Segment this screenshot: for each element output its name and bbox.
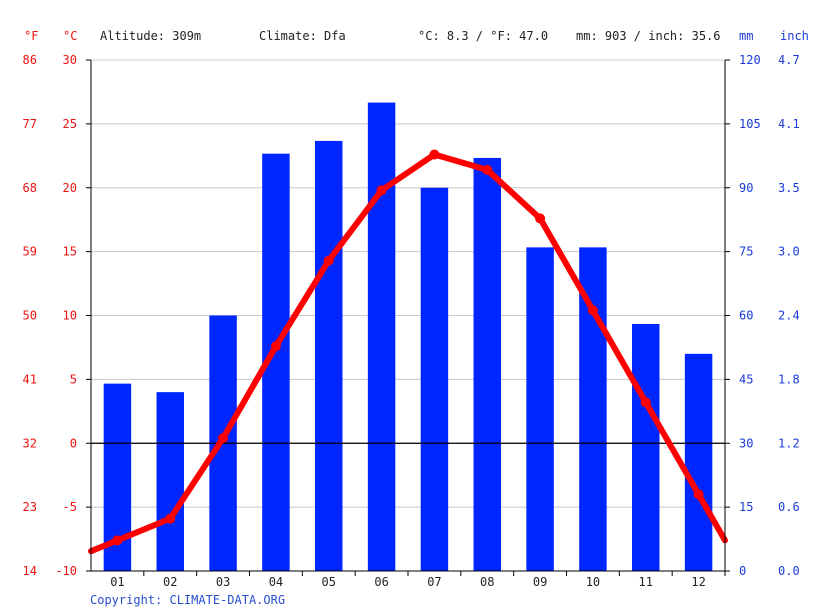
temperature-point [535, 213, 546, 224]
month-tick-label: 01 [110, 575, 124, 589]
inch-unit-label: inch [780, 29, 809, 43]
fahrenheit-tick-label: 32 [23, 436, 37, 450]
temperature-line [88, 149, 728, 555]
precipitation-bar [420, 187, 449, 571]
mm-tick-label: 90 [739, 181, 753, 195]
temperature-point [270, 341, 281, 352]
left-axis-ticks: 86 30 77 25 68 20 59 15 50 10 41 5 32 0 23 -5 14 -10 [23, 53, 91, 578]
copyright-label: Copyright: CLIMATE-DATA.ORG [90, 593, 285, 607]
precipitation-bar [315, 140, 343, 572]
celsius-tick-label: -10 [55, 564, 77, 578]
precipitation-bar [632, 324, 660, 571]
temperature-point [587, 305, 598, 316]
mm-tick-label: 120 [739, 53, 761, 67]
precipitation-total-label: mm: 903 / inch: 35.6 [576, 29, 721, 43]
temperature-point [112, 535, 123, 546]
precipitation-bar [473, 157, 501, 572]
mm-tick-label: 30 [739, 436, 753, 450]
temperature-point [376, 185, 387, 196]
temperature-point [323, 255, 334, 266]
fahrenheit-tick-label: 41 [23, 372, 37, 386]
inch-tick-label: 0.6 [778, 500, 800, 514]
month-tick-label: 02 [163, 575, 177, 589]
month-tick-label: 04 [269, 575, 283, 589]
fahrenheit-tick-label: 50 [23, 309, 37, 323]
month-tick-label: 05 [322, 575, 336, 589]
fahrenheit-tick-label: 14 [23, 564, 37, 578]
fahrenheit-tick-label: 77 [23, 117, 37, 131]
celsius-tick-label: 30 [63, 53, 77, 67]
temperature-point [429, 149, 440, 160]
climate-label: Climate: Dfa [259, 29, 346, 43]
month-tick-label: 09 [533, 575, 547, 589]
temperature-series-line [88, 151, 728, 555]
mm-tick-label: 45 [739, 372, 753, 386]
mm-tick-label: 15 [739, 500, 753, 514]
inch-tick-label: 1.2 [778, 436, 800, 450]
x-axis-ticks: 01 02 03 04 05 06 07 08 09 10 11 12 [110, 571, 726, 589]
mm-tick-label: 60 [739, 309, 753, 323]
temperature-point [482, 164, 493, 175]
right-axis-ticks: 120 4.7 105 4.1 90 3.5 75 3.0 60 2.4 45 1.8 30 1.2 15 0… [725, 53, 800, 578]
inch-tick-label: 3.0 [778, 245, 800, 259]
month-tick-label: 07 [427, 575, 441, 589]
inch-tick-label: 0.0 [778, 564, 800, 578]
temperature-point [218, 433, 229, 444]
month-tick-label: 11 [639, 575, 653, 589]
fahrenheit-tick-label: 68 [23, 181, 37, 195]
inch-tick-label: 4.1 [778, 117, 800, 131]
inch-tick-label: 3.5 [778, 181, 800, 195]
inch-tick-label: 4.7 [778, 53, 800, 67]
precipitation-bar [156, 392, 184, 571]
celsius-tick-label: 15 [63, 245, 77, 259]
mm-tick-label: 105 [739, 117, 761, 131]
altitude-label: Altitude: 309m [100, 29, 201, 43]
mm-tick-label: 75 [739, 245, 753, 259]
celsius-tick-label: 5 [70, 372, 77, 386]
month-tick-label: 03 [216, 575, 230, 589]
month-tick-label: 06 [374, 575, 388, 589]
precipitation-bar [367, 102, 396, 571]
celsius-unit-label: °C [63, 29, 77, 43]
celsius-tick-label: 25 [63, 117, 77, 131]
celsius-tick-label: 0 [70, 436, 77, 450]
precipitation-bars [103, 102, 713, 572]
mm-tick-label: 0 [739, 564, 746, 578]
celsius-tick-label: 10 [63, 309, 77, 323]
temperature-point [640, 397, 651, 408]
mm-unit-label: mm [739, 29, 753, 43]
month-tick-label: 08 [480, 575, 494, 589]
temperature-point [165, 513, 176, 524]
temperature-point [693, 489, 704, 500]
precipitation-bar [684, 353, 713, 571]
inch-tick-label: 2.4 [778, 309, 800, 323]
temperature-average-label: °C: 8.3 / °F: 47.0 [418, 29, 548, 43]
precipitation-bar [579, 247, 607, 571]
precipitation-bar [526, 247, 554, 571]
celsius-tick-label: -5 [63, 500, 77, 514]
celsius-tick-label: 20 [63, 181, 77, 195]
month-tick-label: 12 [691, 575, 705, 589]
month-tick-label: 10 [586, 575, 600, 589]
fahrenheit-tick-label: 59 [23, 245, 37, 259]
fahrenheit-unit-label: °F [24, 29, 38, 43]
fahrenheit-tick-label: 23 [23, 500, 37, 514]
fahrenheit-tick-label: 86 [23, 53, 37, 67]
inch-tick-label: 1.8 [778, 372, 800, 386]
